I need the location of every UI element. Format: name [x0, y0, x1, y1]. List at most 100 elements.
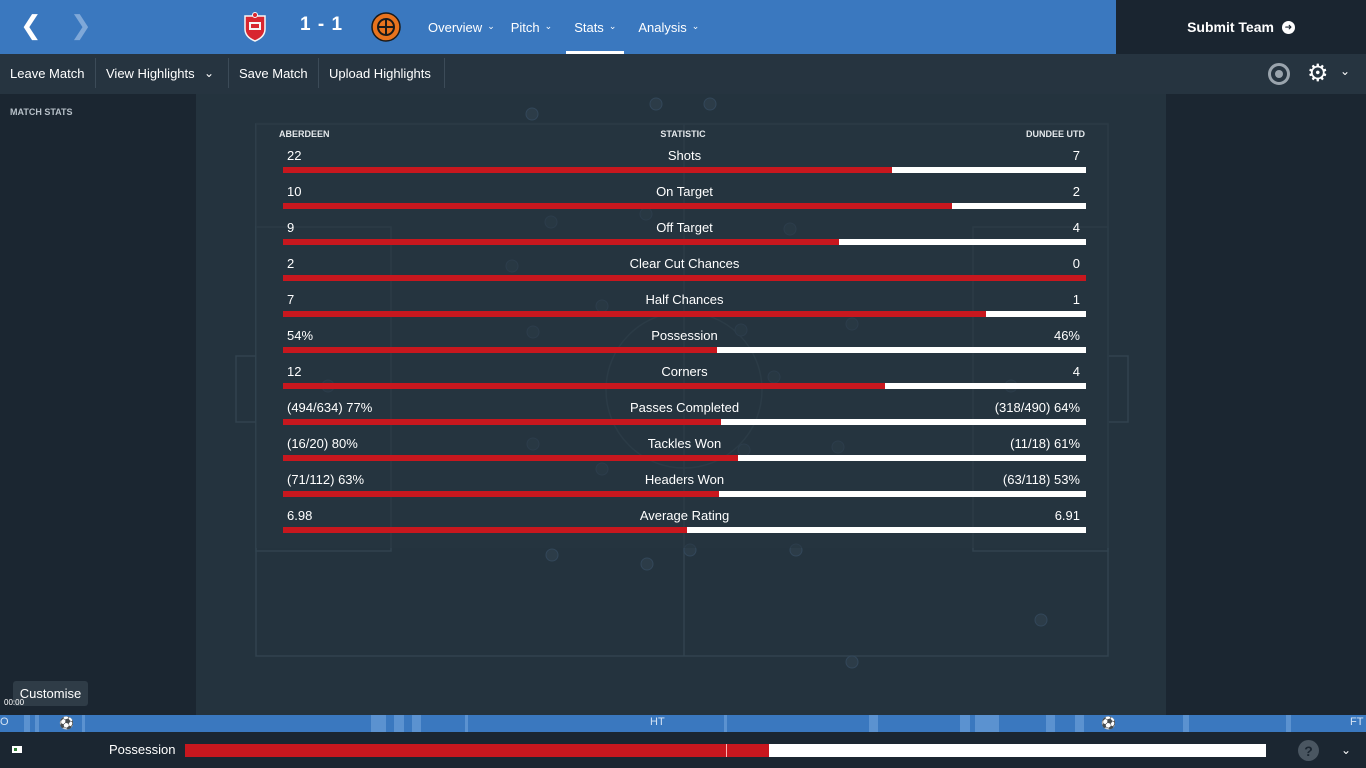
stat-home-fill	[283, 347, 717, 353]
submit-team-label: Submit Team	[1187, 19, 1274, 35]
home-stat-value: (494/634) 77%	[287, 400, 373, 415]
stat-label: Off Target	[656, 220, 713, 235]
goal-ball-icon[interactable]: ⚽	[59, 716, 74, 730]
timeline-event[interactable]	[1046, 715, 1055, 732]
arrow-right-circle-icon: ➜	[1281, 20, 1295, 34]
possession-bar	[185, 744, 1266, 757]
submit-team-button[interactable]: Submit Team ➜	[1116, 0, 1366, 54]
goal-ball-icon[interactable]: ⚽	[1101, 716, 1116, 730]
away-stat-value: 46%	[1053, 328, 1080, 343]
possession-label: Possession	[109, 742, 176, 757]
away-stat-value: 6.91	[1054, 508, 1080, 523]
stat-row: (71/112) 63% Headers Won (63/118) 53%	[283, 472, 1086, 508]
away-stat-value: (11/18) 61%	[1010, 436, 1080, 451]
timeline-event[interactable]	[960, 715, 970, 732]
save-match-button[interactable]: Save Match	[239, 54, 308, 92]
gear-icon[interactable]: ⚙	[1307, 59, 1329, 87]
toolbar-divider	[318, 58, 319, 88]
stat-label: Corners	[661, 364, 708, 379]
chevron-down-icon: ⌄	[608, 22, 617, 32]
stat-comparison-bar	[283, 311, 1086, 317]
chevron-down-icon[interactable]: ⌄	[1341, 743, 1352, 757]
home-stat-value: 54%	[287, 328, 314, 343]
stat-home-fill	[283, 527, 687, 533]
timeline-event[interactable]	[35, 715, 39, 732]
timeline-event[interactable]	[394, 715, 404, 732]
timeline-event[interactable]	[465, 715, 468, 732]
timeline-event[interactable]	[82, 715, 85, 732]
help-icon[interactable]: ?	[1298, 740, 1319, 761]
match-toolbar	[0, 54, 1366, 94]
forward-arrow-icon[interactable]: ❯	[70, 11, 92, 41]
stat-home-fill	[283, 455, 738, 461]
timeline-event[interactable]	[1075, 715, 1084, 732]
timeline-event[interactable]	[869, 715, 878, 732]
stat-row: 2 Clear Cut Chances 0	[283, 256, 1086, 292]
timeline-event[interactable]	[724, 715, 727, 732]
nav-stats[interactable]: Stats ⌄	[566, 0, 625, 54]
customise-button[interactable]: Customise	[13, 681, 88, 706]
toolbar-divider	[444, 58, 445, 88]
full-time-label: FT	[1350, 716, 1364, 728]
stat-label: Shots	[667, 148, 702, 163]
right-panel	[1166, 94, 1366, 715]
stat-row: 10 On Target 2	[283, 184, 1086, 220]
stat-label: Possession	[651, 328, 718, 343]
home-stat-value: 12	[287, 364, 302, 379]
away-stat-value: (63/118) 53%	[1002, 472, 1080, 487]
away-stat-value: 7	[1072, 148, 1080, 163]
nav-analysis-label: Analysis	[638, 19, 687, 35]
timeline-start-label: O	[0, 716, 9, 728]
chevron-down-icon: ⌄	[544, 22, 553, 32]
timeline-event[interactable]	[412, 715, 421, 732]
stat-row: 22 Shots 7	[283, 148, 1086, 184]
stat-row: 54% Possession 46%	[283, 328, 1086, 364]
chevron-down-icon: ⌄	[204, 66, 215, 80]
stat-comparison-bar	[283, 527, 1086, 533]
timeline-event[interactable]	[1183, 715, 1189, 732]
stat-comparison-bar	[283, 347, 1086, 353]
stat-home-fill	[283, 383, 885, 389]
nav-pitch[interactable]: Pitch ⌄	[503, 0, 560, 54]
stat-home-fill	[283, 203, 952, 209]
stat-comparison-bar	[283, 167, 1086, 173]
kit-icon[interactable]	[12, 746, 22, 753]
chevron-down-icon[interactable]: ⌄	[1340, 64, 1351, 78]
home-stat-value: 10	[287, 184, 302, 199]
stat-row: 12 Corners 4	[283, 364, 1086, 400]
stat-row: 6.98 Average Rating 6.91	[283, 508, 1086, 544]
possession-home-fill	[185, 744, 769, 757]
timeline-event[interactable]	[24, 715, 30, 732]
statistic-header: STATISTIC	[660, 129, 706, 139]
toolbar-divider	[228, 58, 229, 88]
stat-comparison-bar	[283, 419, 1086, 425]
record-icon[interactable]	[1268, 63, 1290, 85]
stat-label: Headers Won	[644, 472, 725, 487]
timeline-event[interactable]	[975, 715, 999, 732]
away-stat-value: 4	[1072, 220, 1080, 235]
leave-match-button[interactable]: Leave Match	[10, 54, 84, 92]
stat-label: Tackles Won	[647, 436, 722, 451]
home-stat-value: 9	[287, 220, 295, 235]
stat-home-fill	[283, 167, 892, 173]
sidebar-title: MATCH STATS	[10, 107, 73, 117]
timeline-event[interactable]	[1286, 715, 1291, 732]
nav-analysis[interactable]: Analysis ⌄	[630, 0, 707, 54]
back-arrow-icon[interactable]: ❮	[20, 11, 42, 41]
home-stat-value: 22	[287, 148, 302, 163]
away-stat-value: 4	[1072, 364, 1080, 379]
customise-label: Customise	[19, 686, 82, 701]
upload-highlights-button[interactable]: Upload Highlights	[329, 54, 431, 92]
nav-overview[interactable]: Overview ⌄	[420, 0, 503, 54]
toolbar-divider	[95, 58, 96, 88]
stat-home-fill	[283, 311, 986, 317]
view-highlights-button[interactable]: View Highlights	[106, 54, 195, 92]
stat-comparison-bar	[283, 275, 1086, 281]
stat-home-fill	[283, 419, 721, 425]
timeline-event[interactable]	[371, 715, 386, 732]
stat-row: 9 Off Target 4	[283, 220, 1086, 256]
away-stat-value: (318/490) 64%	[994, 400, 1080, 415]
view-highlights-dropdown[interactable]: ⌄	[204, 54, 214, 92]
away-stat-value: 2	[1072, 184, 1080, 199]
match-timeline[interactable]: O ⚽ HT ⚽ FT	[0, 715, 1366, 732]
